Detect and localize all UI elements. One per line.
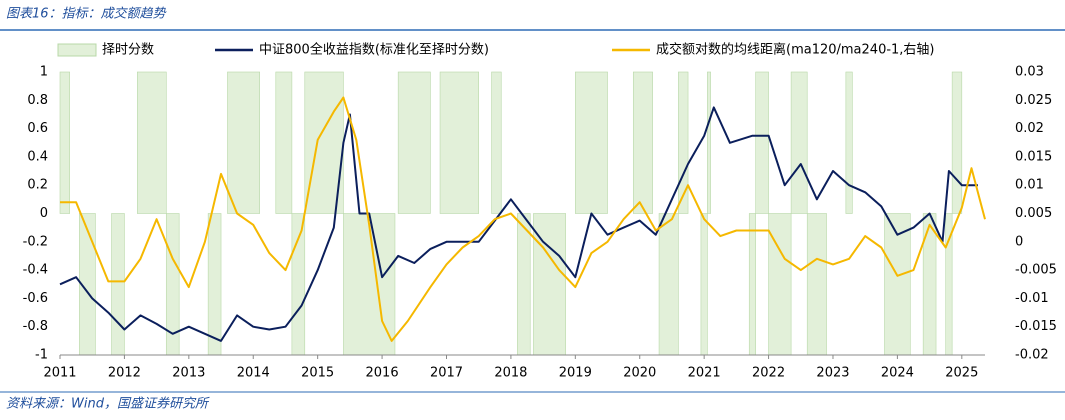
- legend-label: 中证800全收益指数(标准化至择时分数): [259, 42, 489, 58]
- score-band: [439, 71, 479, 214]
- x-tick-label: 2022: [752, 366, 785, 381]
- x-tick-label: 2025: [945, 366, 978, 381]
- score-band: [575, 71, 608, 214]
- x-tick-label: 2012: [108, 366, 141, 381]
- score-band: [291, 213, 306, 356]
- x-tick-label: 2023: [816, 366, 849, 381]
- y-tick-label: 0.4: [27, 149, 48, 164]
- score-band: [755, 71, 769, 214]
- score-band: [397, 71, 431, 214]
- y2-tick-label: -0.005: [1015, 263, 1057, 278]
- y-tick-label: -0.8: [23, 319, 48, 334]
- y2-tick-label: 0.03: [1015, 65, 1044, 80]
- score-band: [658, 213, 679, 356]
- y-tick-label: 0.6: [27, 121, 48, 136]
- score-band: [748, 213, 756, 356]
- x-tick-label: 2019: [559, 366, 592, 381]
- y2-tick-label: 0.005: [1015, 206, 1052, 221]
- x-tick-label: 2024: [881, 366, 914, 381]
- x-tick-label: 2013: [172, 366, 205, 381]
- score-band: [951, 71, 963, 214]
- score-band: [806, 213, 827, 356]
- y-tick-label: -0.2: [23, 234, 48, 249]
- y2-tick-label: 0.015: [1015, 149, 1052, 164]
- score-band: [59, 71, 70, 214]
- x-tick-label: 2021: [688, 366, 721, 381]
- score-band: [845, 71, 853, 214]
- y-tick-label: -1: [35, 348, 48, 363]
- y-tick-label: 0.8: [27, 93, 48, 108]
- y2-tick-label: 0.025: [1015, 93, 1052, 108]
- score-band: [632, 71, 653, 214]
- legend-label: 成交额对数的均线距离(ma120/ma240-1,右轴): [656, 42, 935, 58]
- score-band: [491, 71, 502, 214]
- score-band: [275, 71, 293, 214]
- x-tick-label: 2018: [494, 366, 527, 381]
- score-band: [707, 71, 711, 214]
- x-tick-label: 2014: [237, 366, 270, 381]
- score-band: [517, 213, 531, 356]
- score-band: [111, 213, 125, 356]
- x-tick-label: 2017: [430, 366, 463, 381]
- score-band: [700, 213, 708, 356]
- y2-tick-label: 0.01: [1015, 178, 1044, 193]
- y2-tick-label: 0: [1015, 234, 1023, 249]
- y-tick-label: 0: [40, 206, 48, 221]
- x-tick-label: 2016: [366, 366, 399, 381]
- y-tick-label: -0.6: [23, 291, 48, 306]
- x-tick-label: 2020: [623, 366, 656, 381]
- y2-tick-label: 0.02: [1015, 121, 1044, 136]
- score-band: [227, 71, 260, 214]
- score-band: [790, 71, 808, 214]
- series-line: [59, 106, 978, 342]
- score-band: [678, 71, 689, 214]
- score-band: [884, 213, 911, 356]
- x-tick-label: 2011: [43, 366, 76, 381]
- score-band: [136, 71, 167, 214]
- chart-title: 图表16：指标：成交额趋势: [6, 6, 168, 22]
- score-band: [207, 213, 222, 356]
- series-line: [60, 96, 986, 342]
- source: 资料来源：Wind，国盛证券研究所: [6, 396, 210, 412]
- x-tick-label: 2015: [301, 366, 334, 381]
- y-tick-label: 0.2: [27, 178, 48, 193]
- y-tick-label: -0.4: [23, 263, 48, 278]
- y-tick-label: 1: [40, 65, 48, 80]
- legend-label: 择时分数: [102, 43, 154, 58]
- score-band: [304, 71, 344, 214]
- y2-tick-label: -0.015: [1015, 319, 1057, 334]
- y2-tick-label: -0.01: [1015, 291, 1049, 306]
- legend-swatch: [57, 43, 97, 57]
- y2-tick-label: -0.02: [1015, 348, 1049, 363]
